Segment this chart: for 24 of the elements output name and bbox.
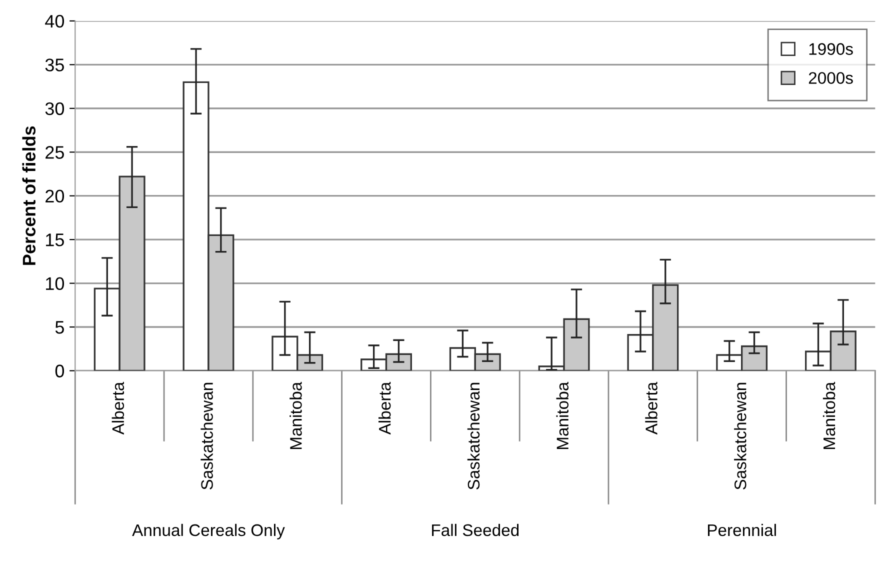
- x-tick-label: Alberta: [112, 382, 124, 435]
- y-tick-label: 35: [45, 58, 64, 72]
- x-tick-label: Manitoba: [822, 382, 836, 450]
- x-tick-label: Manitoba: [290, 382, 302, 450]
- y-tick-label: 0: [55, 364, 64, 378]
- x-tick-label: Saskatchewan: [200, 382, 213, 490]
- y-tick-label: 40: [45, 14, 64, 28]
- text: Perennial: [708, 524, 776, 536]
- y-tick-label: 20: [46, 190, 64, 203]
- x-tick-label: Saskatchewan: [734, 382, 746, 490]
- x-tick-label: Manitoba: [556, 382, 569, 450]
- y-axis-title: Percent of fields: [22, 126, 36, 265]
- legend-label: 1990s: [809, 43, 853, 55]
- y-tick-label: 15: [46, 234, 64, 246]
- x-tick-label: Alberta: [378, 382, 391, 435]
- y-tick-label: 30: [45, 102, 64, 116]
- x-tick-label: Alberta: [645, 382, 658, 435]
- legend-label: 2000s: [808, 72, 853, 84]
- text: Fall Seeded: [432, 524, 519, 536]
- y-tick-label: 10: [46, 277, 64, 290]
- y-tick-label: 5: [55, 321, 64, 334]
- x-tick-label: Saskatchewan: [467, 382, 480, 490]
- y-tick-label: 25: [46, 146, 64, 159]
- text: Annual Cereals Only: [132, 524, 285, 540]
